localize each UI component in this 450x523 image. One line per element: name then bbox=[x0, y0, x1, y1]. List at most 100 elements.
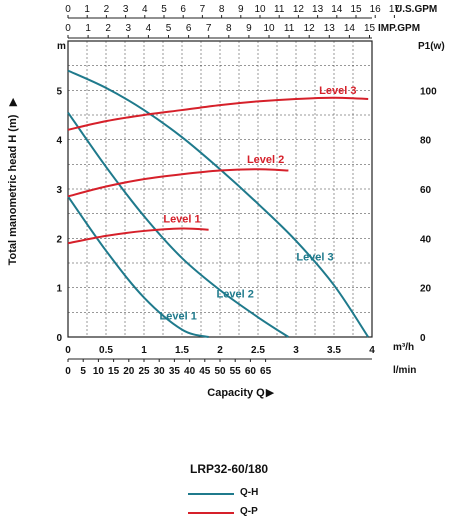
q-p-label-level-3: Level 3 bbox=[319, 85, 356, 97]
q-p-curve-level-3 bbox=[67, 96, 369, 131]
q-p-curve-level-1 bbox=[67, 227, 209, 245]
y-axis-title: Total manometric head H (m) bbox=[7, 114, 19, 265]
y-left-tick-label: 2 bbox=[56, 234, 62, 245]
imp-gpm-tick-label: 1 bbox=[85, 23, 91, 34]
q-h-label-level-2: Level 2 bbox=[217, 289, 254, 301]
y-axis-title-arrow: ▶ bbox=[7, 97, 19, 106]
legend-item-q-p: Q-P bbox=[188, 506, 308, 520]
us-gpm-tick-label: 9 bbox=[238, 4, 244, 15]
imp-gpm-tick-label: 13 bbox=[324, 23, 336, 34]
m3h-unit: m³/h bbox=[393, 342, 414, 353]
lmin-tick-label: 65 bbox=[260, 366, 272, 377]
q-h-curve-level-1 bbox=[67, 195, 209, 338]
us-gpm-unit: U.S.GPM bbox=[395, 4, 437, 15]
q-h-label-level-1: Level 1 bbox=[160, 311, 197, 323]
us-gpm-tick-label: 10 bbox=[254, 4, 266, 15]
imp-gpm-tick-label: 0 bbox=[65, 23, 71, 34]
us-gpm-tick-label: 1 bbox=[84, 4, 90, 15]
x-axis-title-arrow: ▶ bbox=[266, 387, 275, 399]
lmin-tick-label: 50 bbox=[214, 366, 226, 377]
imp-gpm-tick-label: 7 bbox=[206, 23, 212, 34]
legend-swatch-q-h bbox=[188, 493, 234, 495]
m3h-tick-label: 0.5 bbox=[99, 345, 113, 356]
m3h-tick-label: 1 bbox=[141, 345, 147, 356]
imp-gpm-tick-label: 8 bbox=[226, 23, 232, 34]
y-right-tick-label: 100 bbox=[420, 86, 437, 97]
legend-swatch-q-p bbox=[188, 512, 234, 514]
y-left-tick-label: 0 bbox=[56, 333, 62, 344]
imp-gpm-tick-label: 14 bbox=[344, 23, 356, 34]
y-left-tick-label: 4 bbox=[56, 136, 62, 147]
imp-gpm-tick-label: 3 bbox=[126, 23, 132, 34]
lmin-tick-label: 25 bbox=[138, 366, 150, 377]
y-right-tick-label: 0 bbox=[420, 333, 426, 344]
lmin-tick-label: 5 bbox=[80, 366, 86, 377]
lmin-tick-label: 10 bbox=[93, 366, 105, 377]
q-h-curve-level-3 bbox=[67, 69, 370, 338]
y-left-unit: m bbox=[57, 41, 66, 52]
q-p-label-level-2: Level 2 bbox=[247, 154, 284, 166]
curve-labels: Level 3 Level 2 Level 1 Level 3 Level 2 Level… bbox=[160, 85, 357, 323]
us-gpm-tick-label: 6 bbox=[180, 4, 186, 15]
us-gpm-tick-label: 16 bbox=[370, 4, 382, 15]
us-gpm-tick-label: 11 bbox=[274, 4, 285, 15]
us-gpm-tick-label: 15 bbox=[350, 4, 362, 15]
m3h-tick-label: 0 bbox=[65, 345, 71, 356]
lmin-tick-label: 0 bbox=[65, 366, 71, 377]
us-gpm-tick-label: 3 bbox=[123, 4, 129, 15]
m3h-tick-label: 2 bbox=[217, 345, 223, 356]
lmin-unit: l/min bbox=[393, 365, 416, 376]
us-gpm-tick-label: 0 bbox=[65, 4, 71, 15]
y-right-tick-label: 40 bbox=[420, 234, 432, 245]
series-layer bbox=[67, 69, 370, 338]
q-h-curve-level-2 bbox=[67, 111, 289, 338]
axes: 0 1 2 3 4 5 6 7 8 9 10 11 12 13 14 15 16 170 1 2 3 4 5 6 7 8 9 10 11… bbox=[56, 4, 437, 377]
imp-gpm-unit: IMP.GPM bbox=[378, 23, 420, 34]
us-gpm-tick-label: 12 bbox=[293, 4, 305, 15]
imp-gpm-tick-label: 2 bbox=[105, 23, 111, 34]
imp-gpm-tick-label: 9 bbox=[246, 23, 252, 34]
m3h-tick-label: 3 bbox=[293, 345, 299, 356]
imp-gpm-tick-label: 11 bbox=[284, 23, 295, 34]
model-title: LRP32-60/180 bbox=[190, 462, 269, 476]
imp-gpm-tick-label: 15 bbox=[364, 23, 376, 34]
us-gpm-tick-label: 2 bbox=[104, 4, 110, 15]
us-gpm-tick-label: 7 bbox=[200, 4, 206, 15]
us-gpm-tick-label: 17 bbox=[389, 4, 401, 15]
us-gpm-tick-label: 4 bbox=[142, 4, 148, 15]
m3h-tick-label: 1.5 bbox=[175, 345, 189, 356]
imp-gpm-tick-label: 6 bbox=[186, 23, 192, 34]
lmin-tick-label: 20 bbox=[123, 366, 135, 377]
y-right-tick-label: 20 bbox=[420, 284, 432, 295]
legend-label-q-h: Q-H bbox=[240, 487, 259, 498]
y-left-tick-label: 1 bbox=[56, 284, 62, 295]
lmin-tick-label: 60 bbox=[245, 366, 257, 377]
lmin-tick-label: 55 bbox=[230, 366, 242, 377]
m3h-tick-label: 2.5 bbox=[251, 345, 265, 356]
q-h-label-level-3: Level 3 bbox=[296, 252, 333, 264]
q-p-label-level-1: Level 1 bbox=[163, 213, 200, 225]
lmin-tick-label: 45 bbox=[199, 366, 211, 377]
lmin-tick-label: 30 bbox=[154, 366, 166, 377]
us-gpm-tick-label: 8 bbox=[219, 4, 225, 15]
us-gpm-tick-label: 14 bbox=[331, 4, 343, 15]
grid bbox=[67, 40, 373, 338]
us-gpm-tick-label: 5 bbox=[161, 4, 167, 15]
y-right-tick-label: 60 bbox=[420, 185, 432, 196]
imp-gpm-tick-label: 12 bbox=[304, 23, 316, 34]
imp-gpm-tick-label: 4 bbox=[146, 23, 152, 34]
us-gpm-tick-label: 13 bbox=[312, 4, 324, 15]
legend-item-q-h: Q-H bbox=[188, 487, 308, 501]
lmin-tick-label: 35 bbox=[169, 366, 181, 377]
y-left-tick-label: 5 bbox=[56, 86, 62, 97]
m3h-tick-label: 4 bbox=[369, 345, 375, 356]
y-right-unit: P1(w) bbox=[418, 41, 445, 52]
lmin-tick-label: 40 bbox=[184, 366, 196, 377]
q-p-curve-level-2 bbox=[67, 168, 289, 198]
legend-label-q-p: Q-P bbox=[240, 506, 258, 517]
imp-gpm-tick-label: 5 bbox=[166, 23, 172, 34]
lmin-tick-label: 15 bbox=[108, 366, 120, 377]
m3h-tick-label: 3.5 bbox=[327, 345, 341, 356]
x-axis-title: Capacity Q bbox=[207, 387, 265, 399]
